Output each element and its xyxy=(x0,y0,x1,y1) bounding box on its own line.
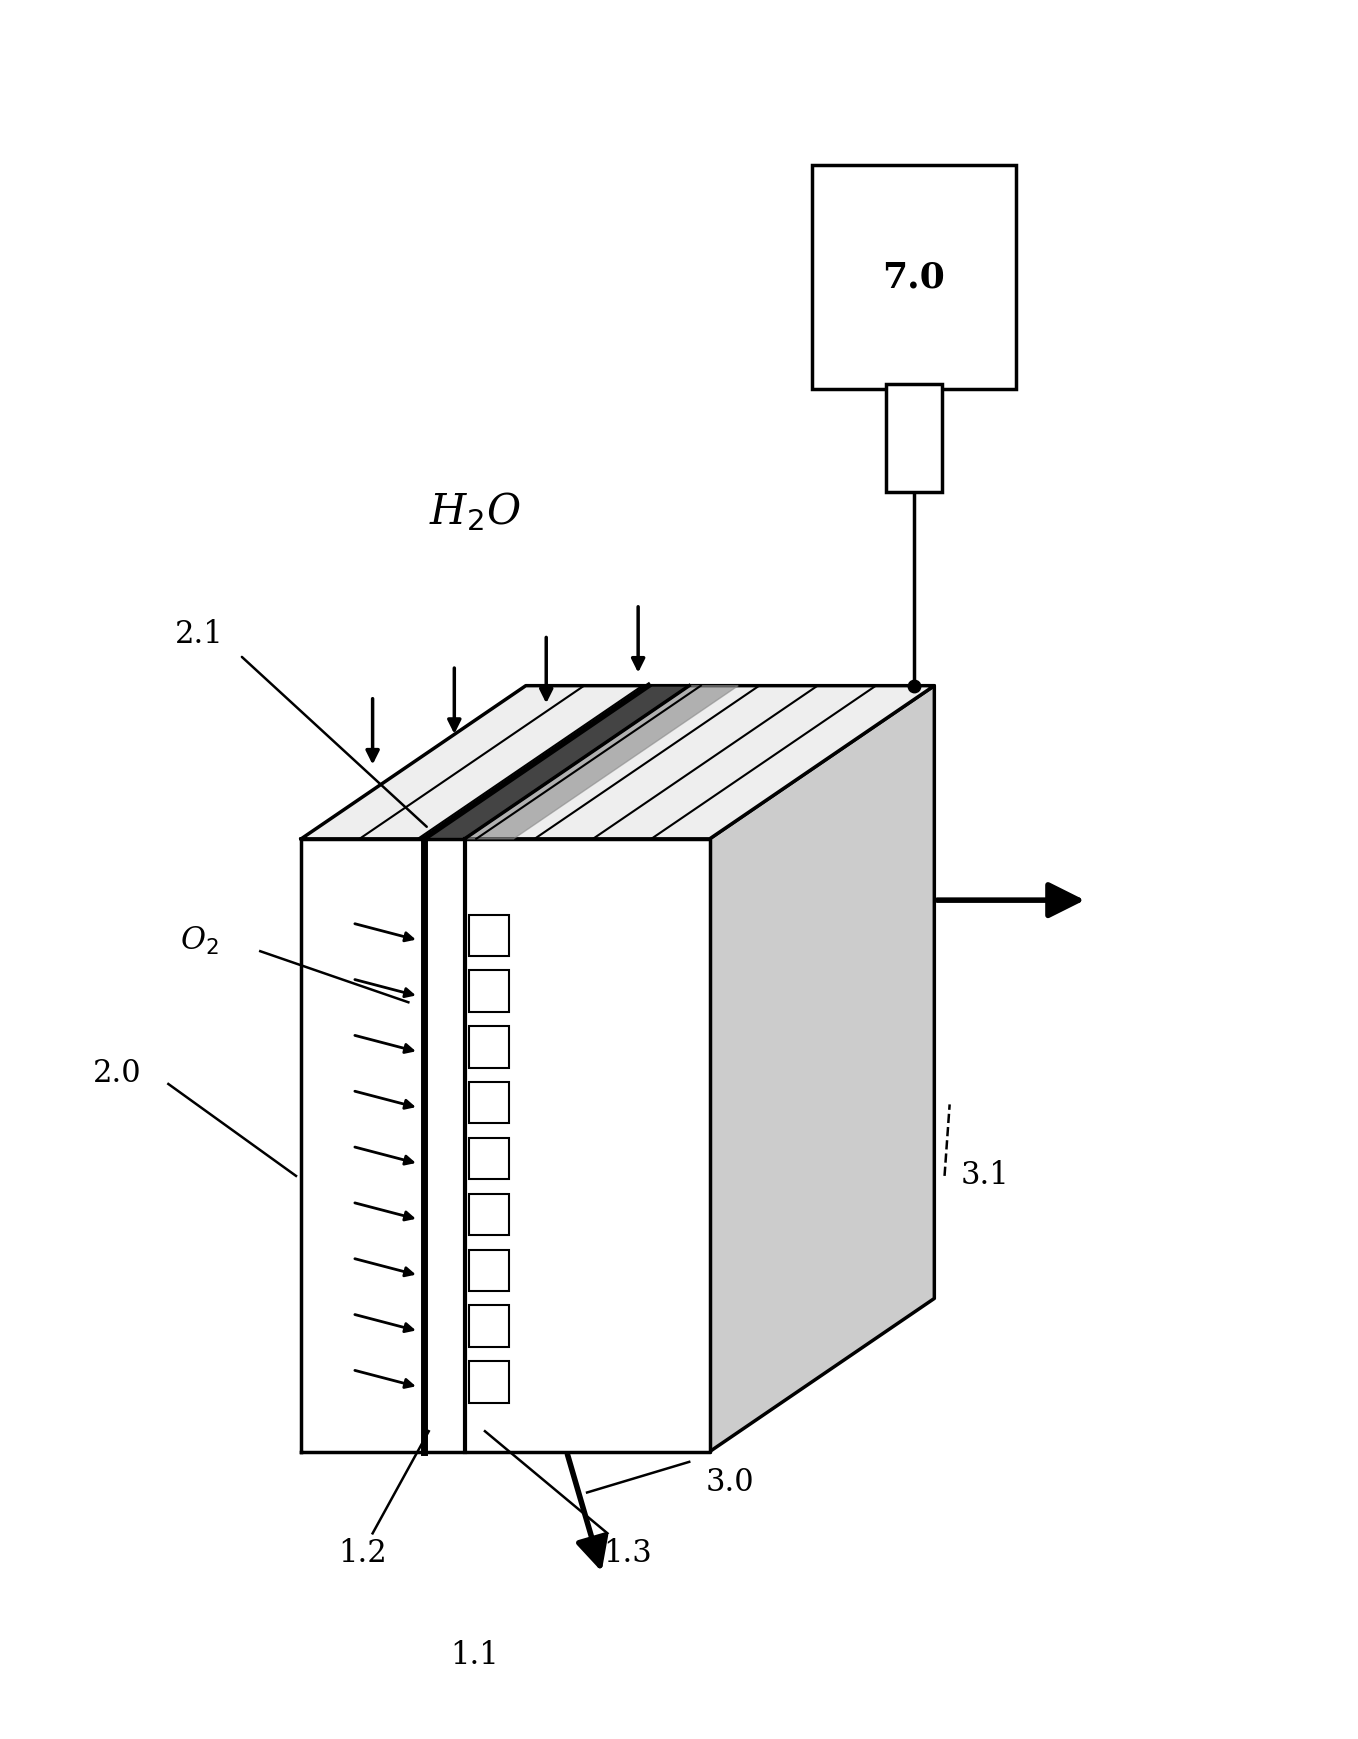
Text: H$_2$O: H$_2$O xyxy=(429,490,521,534)
Text: 1.1: 1.1 xyxy=(451,1640,500,1671)
Polygon shape xyxy=(301,685,934,838)
Text: 3.0: 3.0 xyxy=(706,1466,755,1497)
Polygon shape xyxy=(464,685,739,838)
Bar xyxy=(469,1082,509,1123)
Polygon shape xyxy=(424,685,690,838)
Polygon shape xyxy=(301,838,710,1452)
Bar xyxy=(885,384,942,492)
Bar xyxy=(469,1137,509,1179)
Bar xyxy=(469,970,509,1012)
Text: 1.3: 1.3 xyxy=(603,1539,652,1569)
Polygon shape xyxy=(710,685,934,1452)
Bar xyxy=(469,915,509,956)
Text: O$_2$: O$_2$ xyxy=(179,925,219,956)
Text: 7.0: 7.0 xyxy=(883,261,945,294)
Bar xyxy=(469,1193,509,1235)
Bar xyxy=(469,1026,509,1068)
Text: 2.1: 2.1 xyxy=(175,619,223,650)
Text: 2.0: 2.0 xyxy=(92,1059,141,1089)
Bar xyxy=(812,165,1016,390)
Text: 3.1: 3.1 xyxy=(961,1160,1010,1191)
Text: 1.2: 1.2 xyxy=(338,1539,387,1569)
Bar xyxy=(469,1306,509,1346)
Bar xyxy=(469,1250,509,1290)
Bar xyxy=(469,1362,509,1403)
